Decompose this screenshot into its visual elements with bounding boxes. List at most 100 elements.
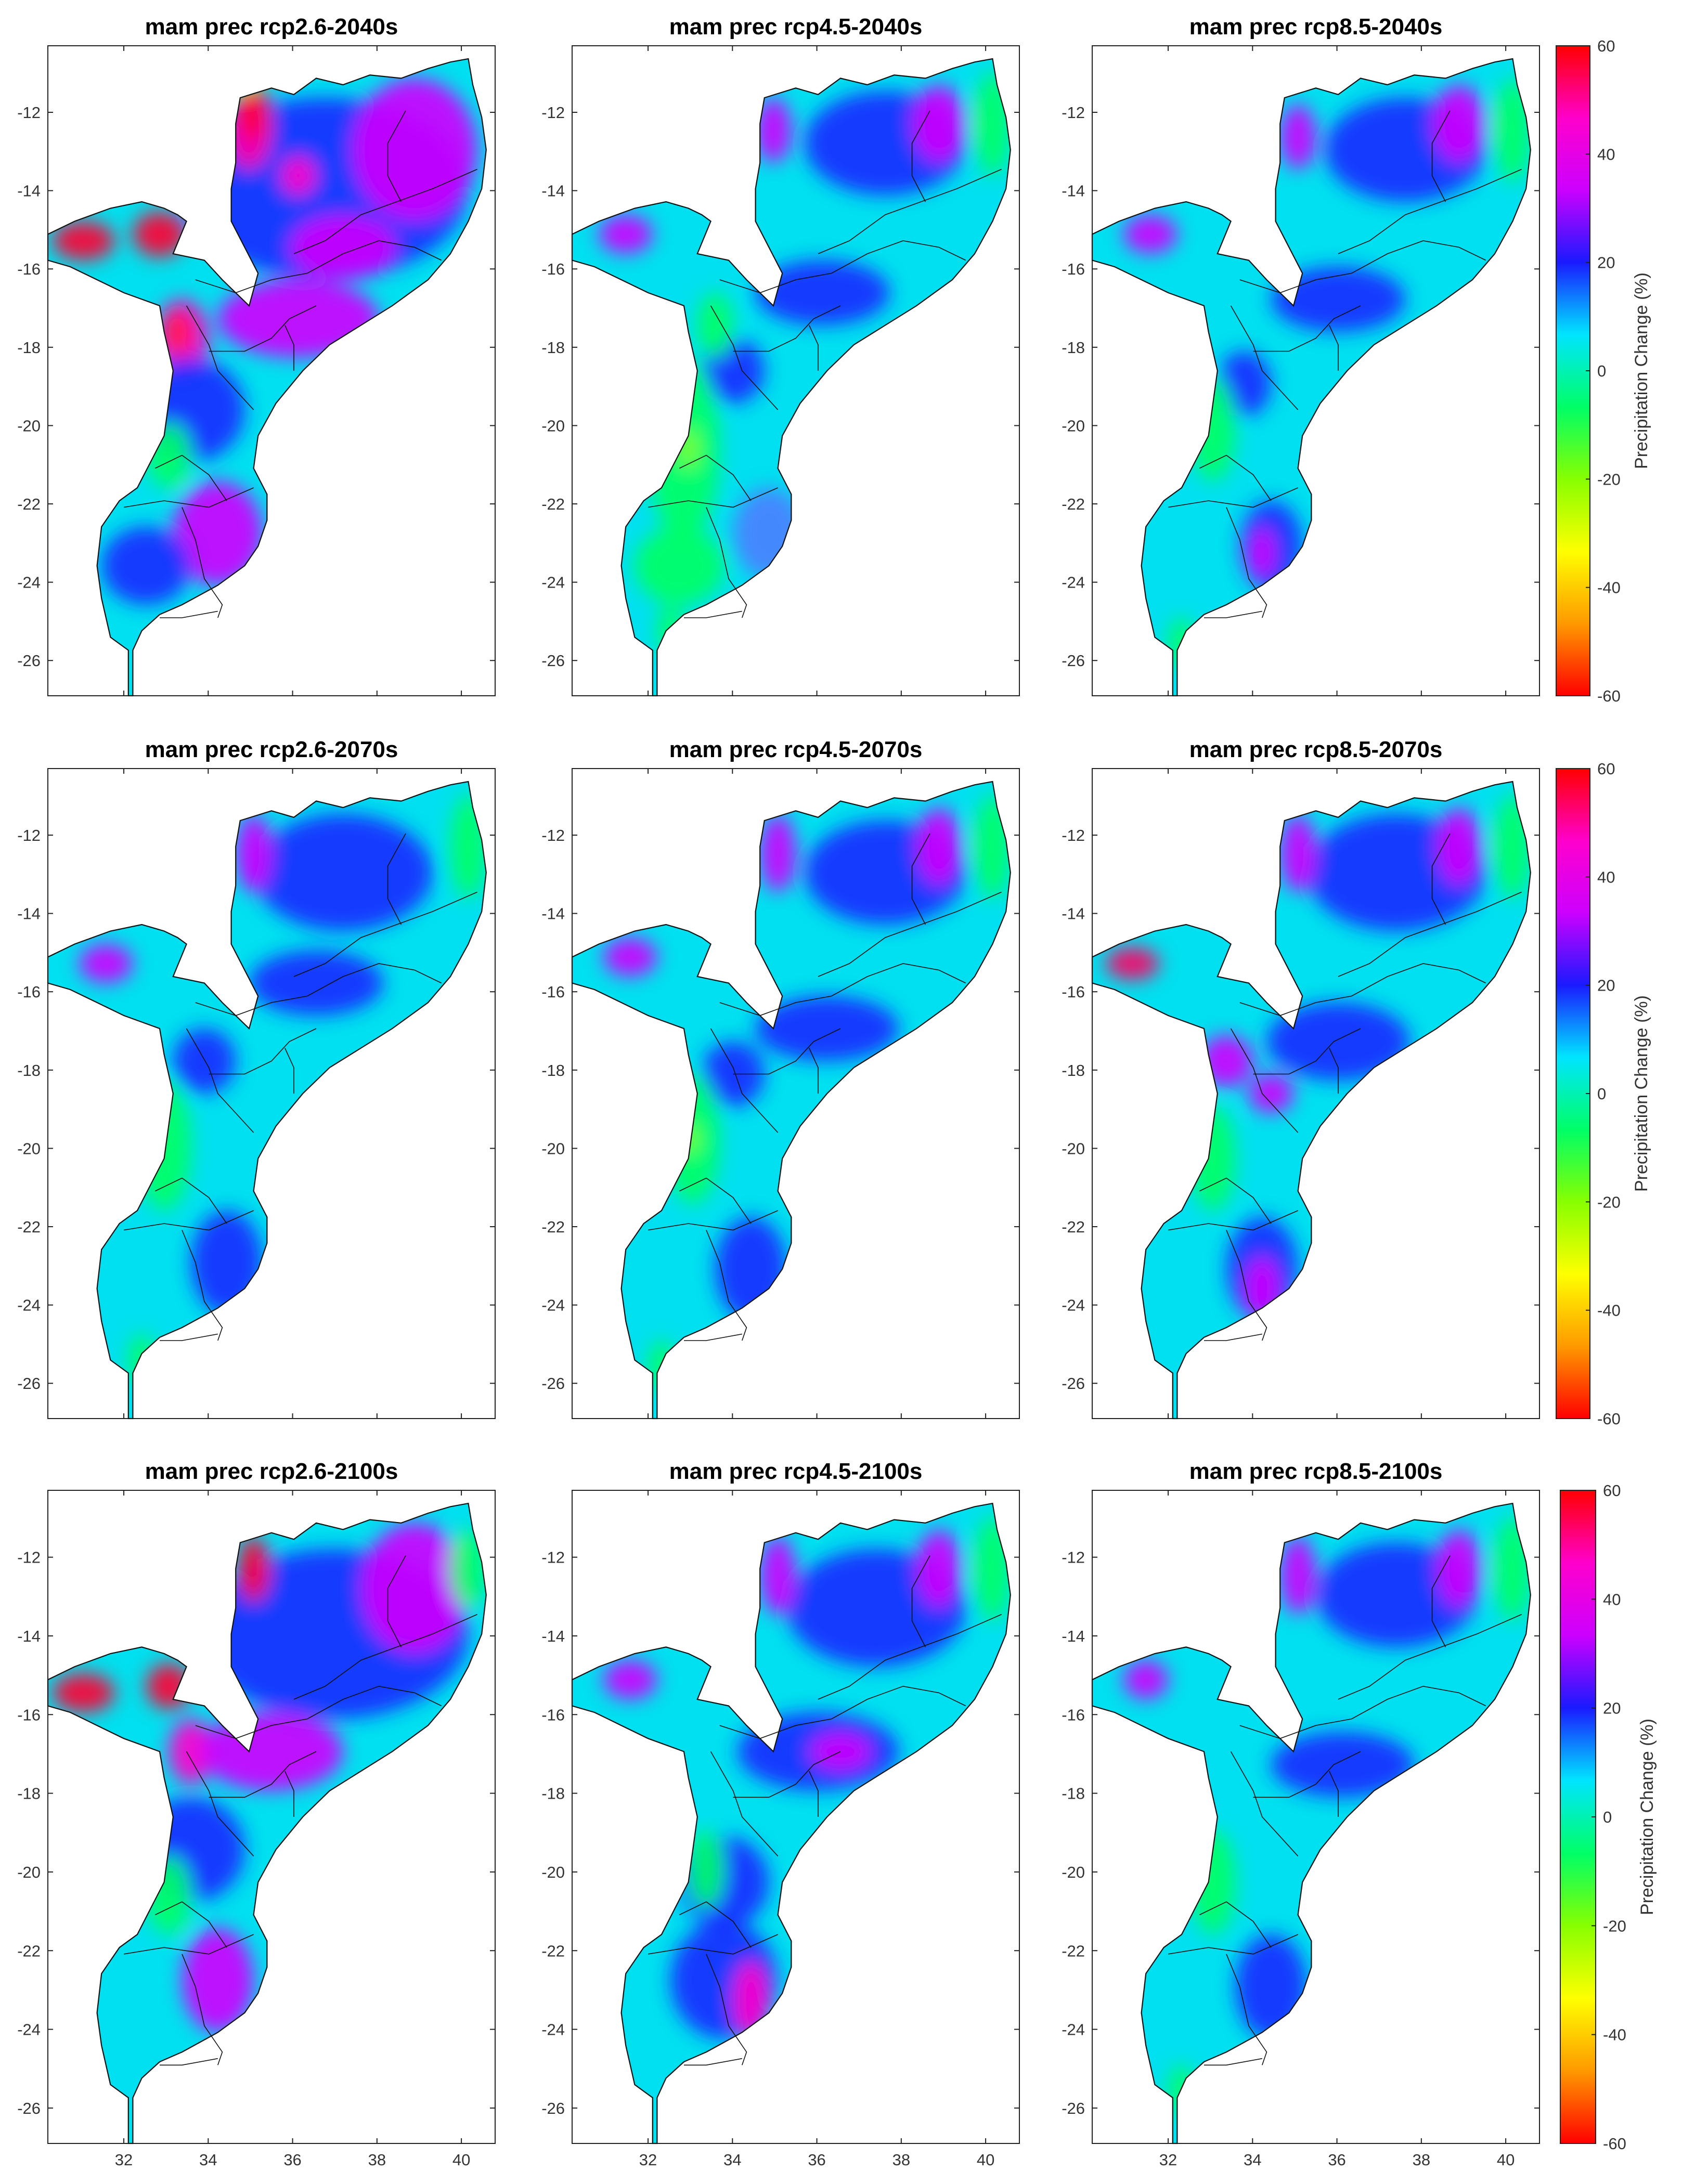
colorbar-tick-label: -40 bbox=[1597, 579, 1621, 597]
province-border bbox=[155, 1177, 227, 1224]
y-tick-label: -24 bbox=[17, 574, 41, 592]
province-border bbox=[195, 240, 442, 293]
y-tick-label: -24 bbox=[541, 574, 565, 592]
country-outline bbox=[571, 1502, 1011, 2144]
province-border bbox=[706, 1230, 747, 1341]
colorbar-tick-label: -40 bbox=[1603, 2026, 1626, 2044]
province-border bbox=[1329, 325, 1339, 371]
colorbar-2: 60 40 20 0 -20 -40 -60 Precipitation Change (%) bbox=[1556, 760, 1651, 1428]
y-tick-label: -16 bbox=[541, 1706, 565, 1724]
map-panel-3: mam prec rcp8.5-2040s -12 -14 -16 -18 -20 -22 -… bbox=[1062, 14, 1540, 697]
y-tick-label: -22 bbox=[541, 495, 565, 513]
map-panel-9: mam prec rcp8.5-2100s -12 -14 -16 -18 -20 -22 -… bbox=[1062, 1459, 1540, 2169]
map-panel-7: mam prec rcp2.6-2100s -12 -14 -16 -18 -20 -22 -… bbox=[17, 1459, 496, 2169]
x-tick-label: 36 bbox=[808, 2151, 825, 2169]
province-border bbox=[124, 487, 254, 508]
y-tick-label: -20 bbox=[1062, 1139, 1085, 1158]
country-outline bbox=[47, 781, 487, 1420]
x-tick-label: 34 bbox=[199, 2151, 217, 2169]
y-tick-label: -16 bbox=[1062, 983, 1085, 1001]
province-border bbox=[648, 1210, 778, 1231]
colorbar-gradient bbox=[1556, 45, 1590, 696]
province-border bbox=[809, 325, 819, 371]
province-border bbox=[387, 833, 406, 925]
y-tick-label: -16 bbox=[17, 260, 41, 278]
y-tick-label: -16 bbox=[17, 983, 41, 1001]
province-border bbox=[1204, 2058, 1262, 2066]
colorbar-tick-label: -20 bbox=[1603, 1917, 1626, 1935]
map-panel-6: mam prec rcp8.5-2070s -12 -14 -16 -18 -20 -22 -… bbox=[1062, 737, 1540, 1420]
y-tick-label: -24 bbox=[17, 1296, 41, 1315]
province-border bbox=[1199, 454, 1272, 501]
y-tick-label: -12 bbox=[17, 826, 41, 844]
province-border bbox=[684, 1333, 742, 1341]
colorbar-tick-label: -40 bbox=[1597, 1302, 1621, 1320]
colorbar-tick-label: 20 bbox=[1603, 1699, 1621, 1718]
y-tick-label: -16 bbox=[541, 983, 565, 1001]
province-border bbox=[1168, 1210, 1298, 1231]
y-tick-label: -22 bbox=[17, 1218, 41, 1236]
y-tick-label: -26 bbox=[1062, 2099, 1085, 2117]
province-border bbox=[155, 454, 227, 501]
province-border bbox=[1338, 891, 1522, 977]
province-border bbox=[182, 1954, 223, 2065]
province-border bbox=[1168, 1934, 1298, 1955]
y-tick-label: -24 bbox=[1062, 1296, 1085, 1315]
y-tick-label: -14 bbox=[541, 905, 565, 923]
y-tick-label: -24 bbox=[17, 2021, 41, 2039]
province-border bbox=[706, 507, 747, 618]
y-tick-label: -16 bbox=[541, 260, 565, 278]
province-border bbox=[1199, 1901, 1272, 1948]
y-tick-label: -18 bbox=[17, 1061, 41, 1080]
province-border bbox=[186, 1751, 254, 1856]
x-tick-label: 36 bbox=[283, 2151, 301, 2169]
province-border bbox=[182, 1230, 223, 1341]
colorbar-tick-label: -60 bbox=[1597, 687, 1621, 705]
y-tick-label: -12 bbox=[1062, 103, 1085, 122]
province-border bbox=[809, 1771, 819, 1817]
map-panel-1: mam prec rcp2.6-2040s -12 -14 -16 -18 -20 -22 -… bbox=[17, 14, 496, 697]
province-border bbox=[818, 1614, 1002, 1700]
y-tick-label: -20 bbox=[17, 417, 41, 435]
province-border bbox=[1253, 1028, 1361, 1075]
y-tick-label: -26 bbox=[541, 2099, 565, 2117]
province-border bbox=[648, 487, 778, 508]
province-border bbox=[710, 305, 779, 410]
colorbar-tick-label: -20 bbox=[1597, 1193, 1621, 1211]
y-tick-label: -14 bbox=[17, 1627, 41, 1645]
province-border bbox=[1204, 610, 1262, 618]
province-border bbox=[124, 1934, 254, 1955]
x-tick-label: 34 bbox=[1244, 2151, 1261, 2169]
y-tick-label: -14 bbox=[541, 182, 565, 200]
y-tick-label: -24 bbox=[1062, 2021, 1085, 2039]
country-outline bbox=[571, 781, 1011, 1420]
province-border bbox=[1338, 168, 1522, 254]
panel-title: mam prec rcp8.5-2100s bbox=[1189, 1459, 1443, 1484]
province-border bbox=[209, 1751, 317, 1798]
country-outline bbox=[1091, 781, 1531, 1420]
map-panel-8: mam prec rcp4.5-2100s -12 -14 -16 -18 -20 -22 -… bbox=[541, 1459, 1020, 2169]
x-tick-label: 38 bbox=[892, 2151, 910, 2169]
province-border bbox=[195, 963, 442, 1016]
panel-title: mam prec rcp4.5-2100s bbox=[669, 1459, 923, 1484]
map-panel-2: mam prec rcp4.5-2040s -12 -14 -16 -18 -20 -22 -… bbox=[541, 14, 1020, 697]
province-border bbox=[160, 1333, 218, 1341]
y-tick-label: -22 bbox=[1062, 1942, 1085, 1960]
province-border bbox=[186, 305, 254, 410]
y-tick-label: -26 bbox=[17, 1374, 41, 1393]
y-tick-label: -22 bbox=[1062, 495, 1085, 513]
y-tick-label: -12 bbox=[17, 1549, 41, 1567]
panel-title: mam prec rcp2.6-2100s bbox=[145, 1459, 398, 1484]
y-tick-label: -26 bbox=[17, 2099, 41, 2117]
panel-title: mam prec rcp8.5-2070s bbox=[1189, 737, 1443, 762]
province-border bbox=[1226, 507, 1267, 618]
y-tick-label: -22 bbox=[1062, 1218, 1085, 1236]
x-tick-label: 32 bbox=[639, 2151, 657, 2169]
province-border bbox=[809, 1048, 819, 1094]
province-border bbox=[124, 1210, 254, 1231]
province-border bbox=[1338, 1614, 1522, 1700]
x-tick-label: 32 bbox=[115, 2151, 133, 2169]
y-tick-label: -20 bbox=[1062, 417, 1085, 435]
province-border bbox=[387, 110, 406, 202]
x-tick-label: 38 bbox=[368, 2151, 386, 2169]
